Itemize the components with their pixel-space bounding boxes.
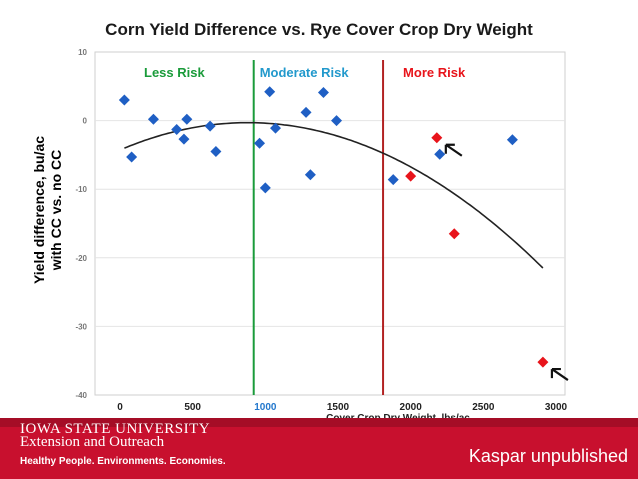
credit-note: Kaspar unpublished (468, 446, 628, 466)
x-tick-label: 3000 (545, 402, 568, 413)
y-tick-label: -10 (75, 185, 87, 194)
data-point (331, 115, 343, 127)
x-tick-label: 0 (117, 402, 123, 413)
x-tick-label: 500 (184, 402, 201, 413)
footer-stripe (0, 418, 638, 427)
data-point (264, 86, 276, 98)
tagline: Healthy People. Environments. Economies. (20, 456, 226, 467)
x-tick-label: 1000 (254, 402, 277, 413)
data-point (434, 148, 446, 160)
data-point (181, 113, 193, 125)
data-point (210, 145, 222, 157)
region-label: Less Risk (144, 65, 205, 80)
data-point (178, 133, 190, 145)
region-label: More Risk (403, 65, 466, 80)
data-point (270, 122, 282, 134)
extension-unit: Extension and Outreach (20, 434, 165, 450)
annotation-arrow (550, 367, 569, 381)
x-axis-label: Cover Crop Dry Weight, lbs/ac (326, 413, 470, 420)
chart-title: Corn Yield Difference vs. Rye Cover Crop… (105, 20, 533, 39)
data-point (304, 169, 316, 181)
x-tick-label: 2500 (472, 402, 495, 413)
scatter-chart: 10 0 -10 -20 -30 -40 0 500 1000 1500 2000 2500 3000 C… (75, 48, 569, 420)
annotation-arrow (444, 143, 463, 157)
data-point (405, 170, 417, 182)
data-point (448, 228, 460, 240)
footer-band (0, 418, 638, 479)
data-point (387, 174, 399, 186)
data-point (431, 132, 443, 144)
data-point (118, 94, 130, 106)
data-point (317, 86, 329, 98)
y-tick-label: -20 (75, 254, 87, 263)
x-tick-label: 2000 (400, 402, 423, 413)
data-point (204, 120, 216, 132)
y-tick-label: -40 (75, 391, 87, 400)
data-point (126, 151, 138, 163)
data-point (506, 134, 518, 146)
data-point (171, 124, 183, 136)
data-point (300, 106, 312, 118)
data-point (537, 356, 549, 368)
y-tick-label: 0 (83, 117, 88, 126)
region-label: Moderate Risk (260, 65, 350, 80)
x-tick-label: 1500 (327, 402, 350, 413)
data-point (147, 113, 159, 125)
plot-area (94, 51, 566, 396)
y-tick-label: -30 (75, 322, 87, 331)
data-point (259, 182, 271, 194)
university-name: IOWA STATE UNIVERSITY (20, 421, 211, 437)
data-point (254, 137, 266, 149)
y-tick-label: 10 (78, 48, 87, 57)
trendline (124, 121, 544, 269)
